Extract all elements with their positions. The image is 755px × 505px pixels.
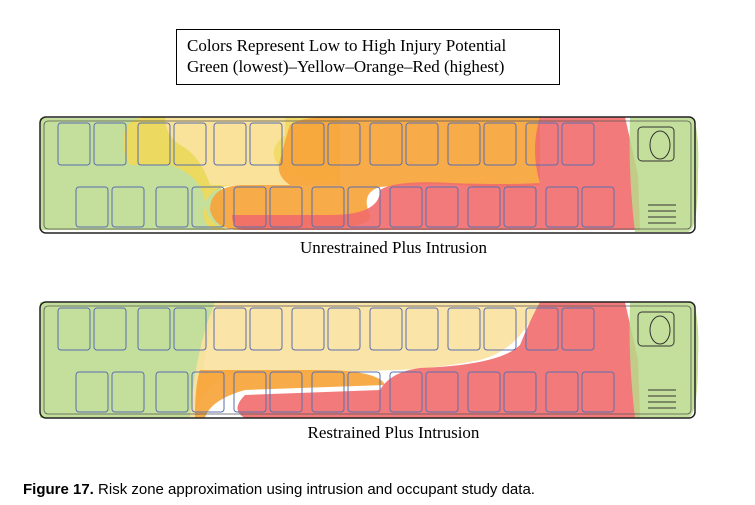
- seats-upper-row: [57, 122, 595, 166]
- zone-light-yellow: [190, 302, 540, 418]
- zone-green-front: [629, 302, 699, 418]
- bus-outline: [39, 116, 696, 234]
- zone-green: [40, 302, 215, 418]
- scenario-label-restrained: Restrained Plus Intrusion: [307, 423, 480, 442]
- risk-zones-unrestrained: [40, 117, 699, 232]
- legend-line-2: Green (lowest)–Yellow–Orange–Red (highes…: [187, 57, 505, 76]
- figure-number: Figure 17.: [23, 481, 94, 498]
- seats-upper-row: [57, 307, 595, 351]
- zone-red: [232, 117, 640, 230]
- zone-red: [237, 302, 640, 418]
- driver-area: [637, 311, 676, 409]
- zone-green-front: [629, 117, 699, 232]
- seats-lower-row: [75, 186, 615, 228]
- zone-orange: [195, 370, 385, 418]
- risk-zones-restrained: [40, 302, 699, 418]
- driver-area: [637, 126, 676, 224]
- zone-light-yellow: [165, 117, 340, 185]
- bus-diagram-restrained: [39, 301, 699, 419]
- legend-box: Colors Represent Low to High Injury Pote…: [176, 29, 560, 85]
- figure-caption: Figure 17. Risk zone approximation using…: [23, 481, 535, 498]
- figure-caption-text: Risk zone approximation using intrusion …: [93, 481, 535, 498]
- scenario-label-unrestrained: Unrestrained Plus Intrusion: [300, 238, 487, 257]
- bus-diagram-unrestrained: [39, 116, 699, 234]
- legend-line-1: Colors Represent Low to High Injury Pote…: [187, 36, 507, 55]
- bus-outline: [39, 301, 696, 419]
- seats-lower-row: [75, 371, 615, 413]
